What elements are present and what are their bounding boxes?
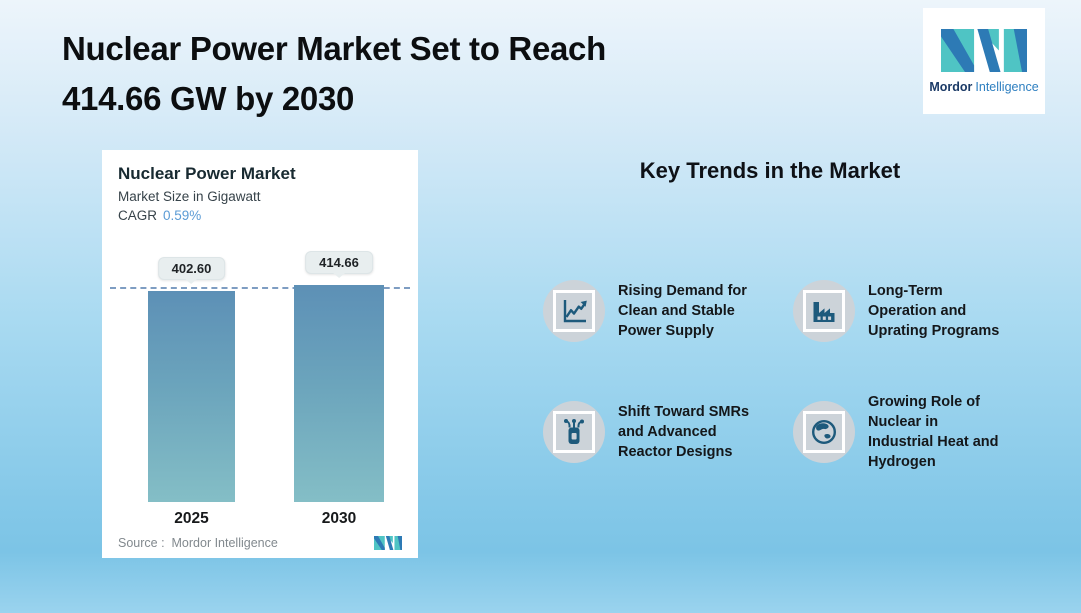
chart-source: Source : Mordor Intelligence	[118, 536, 278, 550]
trend-label: Shift Toward SMRs and Advanced Reactor D…	[618, 404, 750, 460]
page-title: Nuclear Power Market Set to Reach 414.66…	[62, 30, 606, 117]
trend-item-long-term-operation: Long-Term Operation and Uprating Program…	[793, 280, 1081, 342]
trend-icon-circle	[543, 401, 605, 463]
trend-item-smr-designs: Shift Toward SMRs and Advanced Reactor D…	[543, 392, 793, 472]
bar-value-label: 414.66	[305, 251, 373, 278]
chart-subtitle: Market Size in Gigawatt	[118, 189, 261, 204]
line-chart-icon	[563, 300, 587, 323]
trend-label: Growing Role of Nuclear in Industrial He…	[868, 394, 999, 470]
smr-reactor-icon	[564, 419, 584, 444]
brand-logo-card: Mordor Intelligence	[923, 8, 1045, 114]
trend-icon-frame	[803, 290, 845, 332]
source-value: Mordor Intelligence	[171, 536, 278, 550]
trend-item-industrial-heat-hydrogen: Growing Role of Nuclear in Industrial He…	[793, 392, 1081, 472]
trend-icon-circle	[793, 401, 855, 463]
globe-icon	[811, 419, 837, 445]
dashed-guideline	[110, 287, 410, 289]
bar-value-pointer	[332, 273, 345, 278]
chart-title: Nuclear Power Market	[118, 164, 296, 183]
chart-footer: Source : Mordor Intelligence	[118, 536, 402, 550]
trend-label: Rising Demand for Clean and Stable Power…	[618, 283, 747, 339]
trend-icon-circle	[543, 280, 605, 342]
trend-icon-frame	[553, 411, 595, 453]
mordor-intelligence-logo-icon	[941, 28, 1027, 72]
bar-plot: 402.60 2025 414.66 2030	[110, 223, 410, 528]
trend-label: Long-Term Operation and Uprating Program…	[868, 283, 1000, 339]
bar-value-label: 402.60	[157, 257, 226, 284]
brand-name-light: Intelligence	[975, 79, 1039, 94]
bar-category-label: 2025	[174, 510, 209, 527]
trends-grid: Rising Demand for Clean and Stable Power…	[543, 280, 1081, 472]
trend-icon-frame	[803, 411, 845, 453]
trends-heading: Key Trends in the Market	[639, 158, 901, 183]
chart-cagr: CAGR 0.59%	[118, 208, 402, 223]
cagr-label: CAGR	[118, 208, 158, 223]
bar-column: 402.60 2025	[148, 223, 235, 528]
trend-icon-circle	[793, 280, 855, 342]
mordor-intelligence-mini-logo-icon	[374, 536, 402, 550]
source-label: Source :	[118, 536, 165, 550]
bar-value-pointer	[185, 279, 198, 284]
brand-name: Mordor Intelligence	[929, 80, 1038, 94]
bar-column: 414.66 2030	[294, 223, 384, 528]
trend-item-clean-power: Rising Demand for Clean and Stable Power…	[543, 280, 793, 342]
bar	[148, 291, 235, 502]
brand-name-bold: Mordor	[929, 79, 973, 94]
trend-icon-frame	[553, 290, 595, 332]
cagr-value: 0.59%	[163, 208, 202, 223]
bar-category-label: 2030	[321, 510, 357, 527]
factory-icon	[813, 302, 835, 322]
market-chart-card: Nuclear Power Market Market Size in Giga…	[102, 150, 418, 558]
bar	[294, 285, 384, 502]
